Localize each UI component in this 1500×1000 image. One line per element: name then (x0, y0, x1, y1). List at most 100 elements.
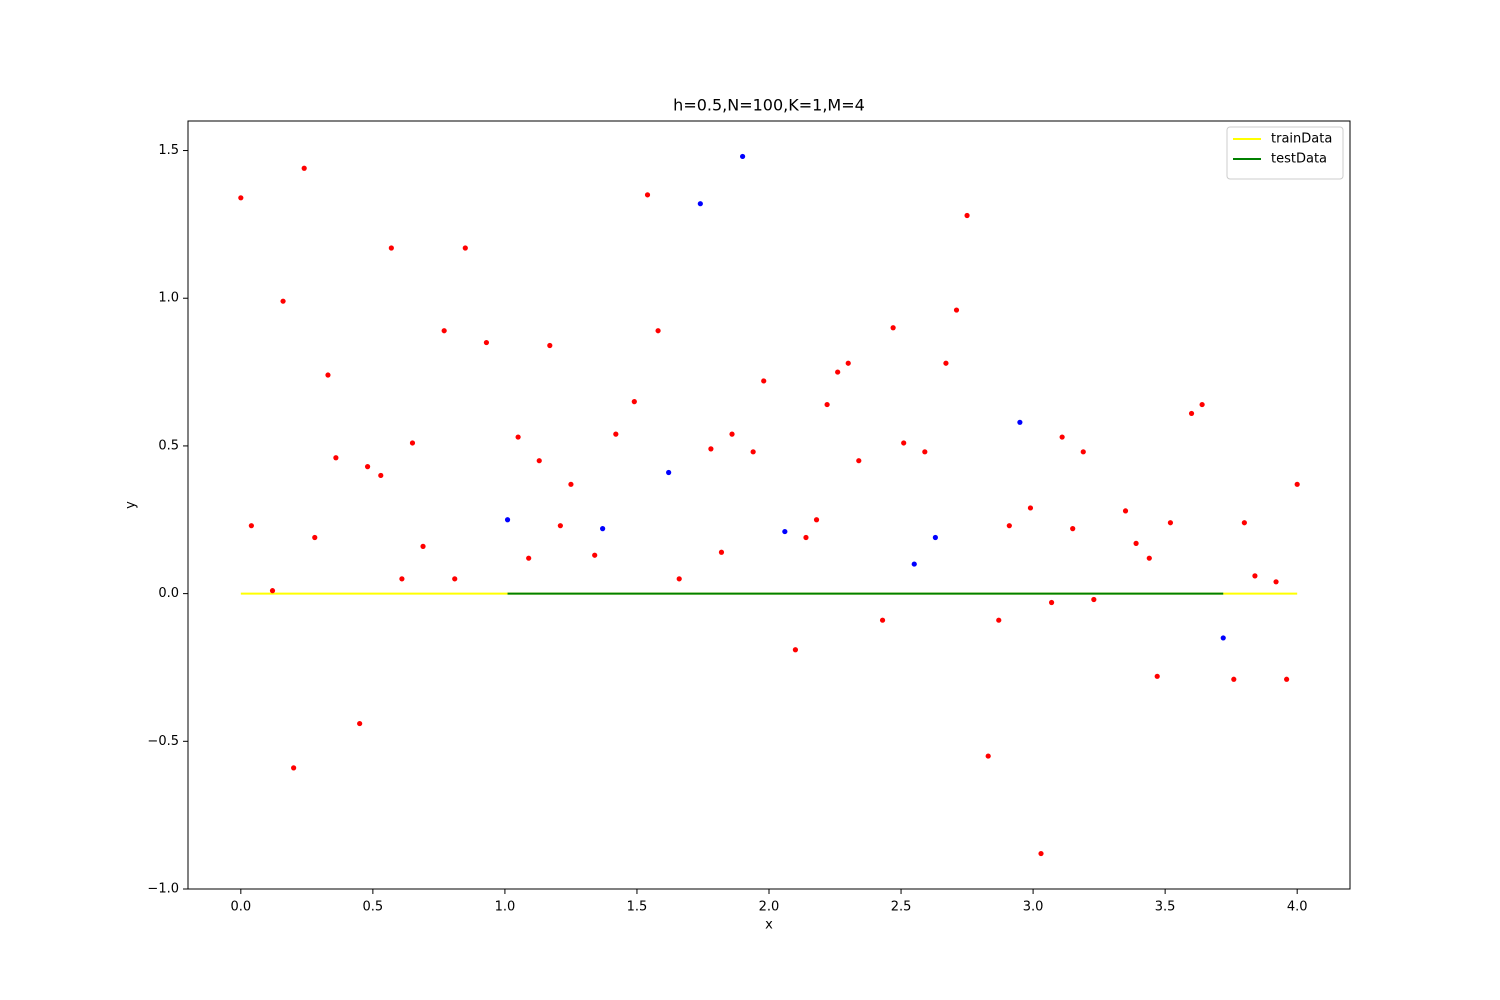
scatter-point (1241, 520, 1247, 526)
x-tick-label: 1.5 (627, 900, 648, 915)
scatter-point (911, 561, 917, 567)
scatter-point (943, 360, 949, 366)
scatter-point (238, 195, 244, 201)
scatter-point (1006, 523, 1012, 529)
scatter-point (613, 431, 619, 437)
scatter-point (1133, 540, 1139, 547)
scatter-point (504, 517, 511, 523)
x-tick-label: 3.0 (1023, 900, 1044, 915)
scatter-point (761, 378, 767, 384)
scatter-point (547, 342, 553, 349)
scatter-point (1027, 505, 1034, 511)
scatter-point (1017, 419, 1023, 425)
x-tick-label: 0.0 (230, 900, 251, 915)
scatter-point (1294, 481, 1300, 487)
scatter-point (536, 458, 542, 464)
legend-label: trainData (1271, 132, 1332, 147)
x-tick-label: 3.5 (1155, 900, 1176, 915)
scatter-point (483, 339, 490, 346)
scatter-point (739, 153, 746, 160)
scatter-point (964, 212, 970, 219)
scatter-point (441, 328, 447, 334)
scatter-point (592, 552, 598, 558)
scatter-point (1284, 676, 1290, 682)
x-axis-label: x (765, 918, 773, 933)
legend: trainData testData (1226, 126, 1344, 180)
x-tick-label: 4.0 (1287, 900, 1308, 915)
legend-label: testData (1271, 152, 1327, 167)
scatter-point (388, 245, 394, 251)
y-axis-label: y (124, 501, 139, 509)
scatter-point (922, 449, 928, 455)
scatter-point (708, 446, 714, 452)
scatter-point (1199, 401, 1205, 408)
scatter-point (600, 526, 606, 532)
scatter-point (515, 434, 521, 440)
scatter-point (1252, 573, 1258, 579)
scatter-point (792, 647, 799, 653)
scatter-point (996, 617, 1002, 623)
scatter-point (1048, 599, 1055, 606)
scatter-point (782, 528, 788, 535)
scatter-point (301, 165, 307, 171)
scatter-point (378, 472, 384, 479)
scatter-point (526, 555, 532, 561)
scatter-point (655, 328, 661, 334)
scatter-point (890, 325, 896, 331)
scatter-point (813, 517, 820, 523)
scatter-point (1154, 673, 1160, 679)
scatter-point (856, 458, 862, 464)
scatter-point (676, 576, 682, 582)
scatter-point (845, 360, 851, 366)
scatter-point (835, 369, 841, 375)
x-tick-label: 2.0 (759, 900, 780, 915)
scatter-point (1070, 526, 1076, 532)
scatter-point (697, 201, 703, 207)
x-tick-label: 2.5 (891, 900, 912, 915)
scatter-point (1091, 596, 1097, 603)
scatter-point (1231, 676, 1237, 682)
chart-title: h=0.5,N=100,K=1,M=4 (673, 96, 865, 115)
scatter-point (248, 523, 254, 529)
scatter-point (557, 523, 563, 529)
y-tick-label: 1.5 (158, 143, 179, 158)
scatter-point (953, 307, 960, 313)
y-tick-label: 1.0 (158, 291, 179, 306)
scatter-point (750, 449, 756, 455)
scatter-point (1038, 850, 1044, 857)
x-tick-label: 1.0 (495, 900, 516, 915)
scatter-point (718, 549, 725, 555)
scatter-point (269, 588, 276, 594)
scatter-point (1059, 434, 1065, 440)
scatter-point (291, 765, 297, 771)
x-tick-label: 0.5 (363, 900, 384, 915)
scatter-point (1167, 520, 1174, 526)
scatter-point (901, 440, 907, 446)
scatter-point (568, 481, 574, 487)
y-tick-label: 0.0 (158, 586, 179, 601)
scatter-point (666, 469, 672, 476)
y-tick-label: −1.0 (147, 882, 179, 897)
scatter-point (824, 401, 830, 408)
scatter-point (1188, 410, 1195, 417)
scatter-point (879, 617, 886, 623)
scatter-point (985, 753, 991, 759)
scatter-point (1273, 579, 1279, 585)
scatter-point (462, 245, 468, 251)
y-tick-label: 0.5 (158, 438, 179, 453)
scatter-point (399, 576, 405, 582)
scatter-point (312, 534, 318, 541)
scatter-point (932, 534, 938, 541)
scatter-point (452, 576, 458, 582)
scatter-point (1122, 508, 1129, 514)
scatter-point (1220, 635, 1226, 641)
plot-area (238, 153, 1300, 857)
scatter-point (1080, 449, 1086, 455)
scatter-point (409, 440, 416, 446)
scatter-point (803, 534, 809, 541)
y-tick-label: −0.5 (147, 734, 179, 749)
scatter-point (631, 399, 637, 405)
scatter-point (644, 192, 651, 198)
